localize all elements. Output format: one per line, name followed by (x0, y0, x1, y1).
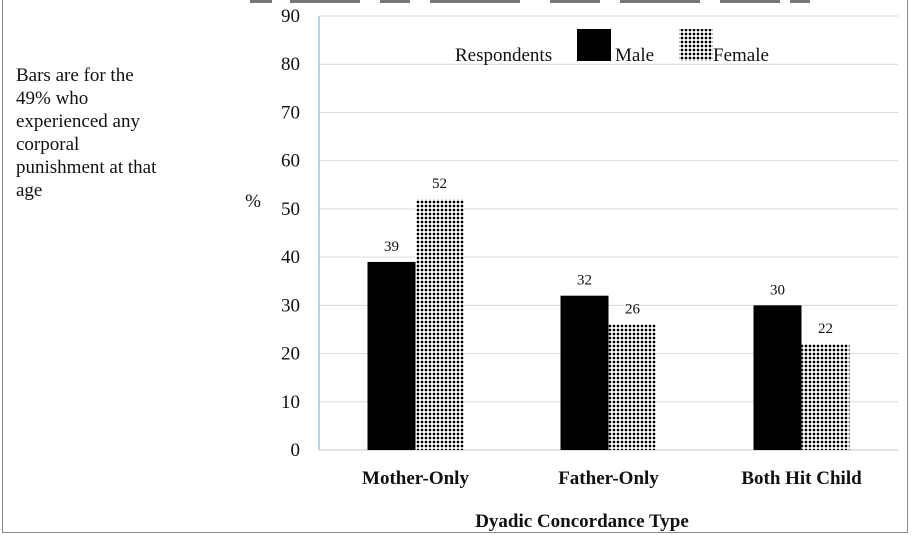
y-tick-label: 80 (281, 54, 300, 75)
y-tick-labels: 0 10 20 30 40 50 60 70 80 90 (281, 6, 300, 461)
legend-swatch-female (679, 29, 713, 61)
bar-female-mother-only (415, 199, 464, 450)
data-label: 26 (625, 302, 641, 318)
bar-female-both-hit-child (801, 343, 850, 450)
y-tick-label: 10 (281, 392, 300, 413)
data-labels: 39 52 32 26 30 22 (384, 176, 833, 337)
y-tick-label: 20 (281, 344, 300, 365)
data-label: 32 (577, 273, 592, 289)
x-tick-labels: Mother-Only Father-Only Both Hit Child (362, 468, 862, 489)
bar-male-father-only (560, 295, 609, 450)
y-axis-title: % (245, 191, 261, 212)
y-tick-label: 70 (281, 102, 300, 123)
data-label: 39 (384, 239, 399, 255)
y-tick-label: 40 (281, 247, 300, 268)
y-tick-label: 30 (281, 295, 300, 316)
legend-swatch-male (577, 29, 611, 61)
y-tick-label: 50 (281, 199, 300, 220)
data-label: 30 (770, 282, 785, 298)
y-tick-label: 60 (281, 151, 300, 172)
data-label: 22 (818, 321, 833, 337)
legend-label-female: Female (713, 45, 769, 66)
legend: Respondents Male Female (455, 29, 769, 66)
bar-male-mother-only (367, 261, 416, 450)
y-tick-label: 0 (291, 440, 301, 461)
chart-annotation: Bars are for the 49% who experienced any… (16, 65, 157, 201)
legend-label-male: Male (615, 45, 654, 66)
y-tick-label: 90 (281, 6, 300, 27)
bar-female-father-only (608, 324, 657, 450)
bar-male-both-hit-child (753, 305, 802, 450)
data-label: 52 (432, 176, 447, 192)
x-tick-label: Both Hit Child (741, 468, 862, 489)
cropped-caption-remnant (250, 0, 810, 4)
bars (367, 199, 850, 450)
x-axis-title: Dyadic Concordance Type (475, 511, 689, 532)
legend-title: Respondents (455, 45, 552, 66)
x-tick-label: Father-Only (558, 468, 659, 489)
x-tick-label: Mother-Only (362, 468, 469, 489)
